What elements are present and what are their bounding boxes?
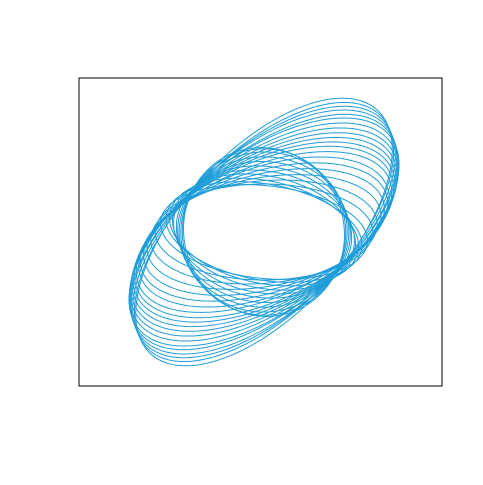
- ellipse-curve-15: [143, 168, 385, 296]
- ellipse-curve-7: [173, 169, 355, 295]
- ellipse-curve-23: [129, 127, 399, 337]
- ellipse-curve-25: [128, 117, 400, 347]
- plot-frame: [78, 77, 443, 387]
- ellipse-curve-27: [130, 109, 398, 355]
- ellipse-curve-30: [135, 97, 393, 367]
- series-group: [128, 97, 400, 367]
- ellipse-curve-4: [178, 156, 350, 308]
- ellipse-curve-29: [133, 101, 395, 363]
- ellipse-curve-28: [132, 105, 396, 359]
